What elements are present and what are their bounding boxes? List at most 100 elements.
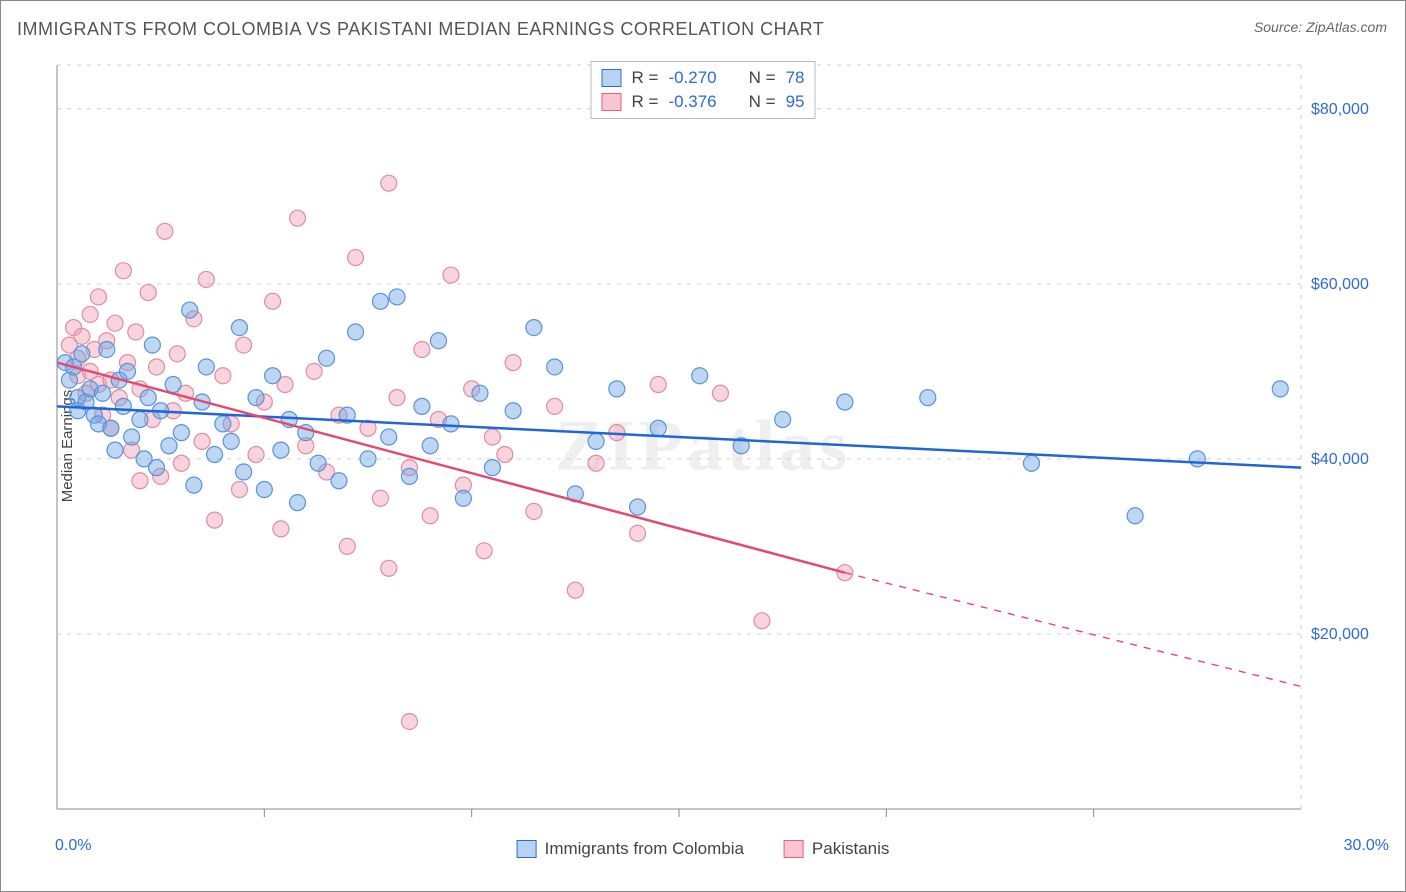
scatter-point: [223, 433, 239, 449]
n-label: N =: [749, 92, 776, 112]
scatter-point: [389, 289, 405, 305]
scatter-point: [484, 429, 500, 445]
r-label: R =: [632, 92, 659, 112]
scatter-point: [128, 324, 144, 340]
scatter-point: [95, 385, 111, 401]
scatter-point: [712, 385, 728, 401]
legend-row-pakistani: R = -0.376 N = 95: [602, 90, 805, 114]
scatter-point: [372, 490, 388, 506]
scatter-point: [132, 473, 148, 489]
scatter-point: [306, 363, 322, 379]
scatter-point: [248, 390, 264, 406]
scatter-point: [82, 306, 98, 322]
scatter-point: [198, 271, 214, 287]
svg-text:$40,000: $40,000: [1311, 451, 1369, 468]
scatter-point: [348, 324, 364, 340]
scatter-point: [401, 713, 417, 729]
x-axis-max-label: 30.0%: [1344, 837, 1389, 855]
scatter-point: [630, 525, 646, 541]
scatter-point: [567, 582, 583, 598]
scatter-point: [372, 293, 388, 309]
correlation-legend: R = -0.270 N = 78 R = -0.376 N = 95: [591, 61, 816, 119]
scatter-point: [443, 416, 459, 432]
scatter-point: [173, 455, 189, 471]
scatter-point: [115, 398, 131, 414]
scatter-point: [207, 512, 223, 528]
scatter-point: [140, 390, 156, 406]
scatter-point: [74, 346, 90, 362]
scatter-point: [1023, 455, 1039, 471]
series-legend: Immigrants from Colombia Pakistanis: [517, 839, 890, 859]
scatter-point: [107, 442, 123, 458]
scatter-point: [775, 411, 791, 427]
scatter-point: [414, 341, 430, 357]
scatter-point: [692, 368, 708, 384]
scatter-point: [149, 359, 165, 375]
scatter-point: [256, 482, 272, 498]
svg-text:$20,000: $20,000: [1311, 626, 1369, 643]
scatter-point: [319, 350, 335, 366]
scatter-point: [194, 433, 210, 449]
scatter-point: [157, 223, 173, 239]
scatter-point: [265, 368, 281, 384]
scatter-point: [754, 613, 770, 629]
scatter-point: [74, 328, 90, 344]
scatter-svg: $20,000$40,000$60,000$80,000: [51, 59, 1391, 829]
scatter-point: [476, 543, 492, 559]
chart-title: IMMIGRANTS FROM COLOMBIA VS PAKISTANI ME…: [17, 19, 824, 40]
scatter-point: [99, 341, 115, 357]
scatter-point: [472, 385, 488, 401]
scatter-point: [144, 337, 160, 353]
scatter-point: [381, 429, 397, 445]
scatter-point: [505, 403, 521, 419]
scatter-point: [455, 490, 471, 506]
scatter-point: [339, 538, 355, 554]
scatter-point: [236, 337, 252, 353]
scatter-point: [837, 394, 853, 410]
legend-item-colombia: Immigrants from Colombia: [517, 839, 744, 859]
scatter-point: [149, 460, 165, 476]
scatter-point: [381, 560, 397, 576]
scatter-point: [414, 398, 430, 414]
trend-line-pakistani-dash: [845, 573, 1301, 687]
swatch-pakistani: [602, 93, 622, 111]
scatter-point: [484, 460, 500, 476]
scatter-point: [443, 267, 459, 283]
legend-row-colombia: R = -0.270 N = 78: [602, 66, 805, 90]
scatter-point: [331, 473, 347, 489]
chart-container: IMMIGRANTS FROM COLOMBIA VS PAKISTANI ME…: [0, 0, 1406, 892]
svg-text:$60,000: $60,000: [1311, 276, 1369, 293]
scatter-point: [588, 433, 604, 449]
scatter-point: [430, 333, 446, 349]
scatter-point: [290, 495, 306, 511]
n-value-colombia: 78: [786, 68, 805, 88]
scatter-point: [231, 482, 247, 498]
n-label: N =: [749, 68, 776, 88]
scatter-point: [107, 315, 123, 331]
x-axis-min-label: 0.0%: [55, 837, 91, 855]
scatter-point: [273, 442, 289, 458]
scatter-point: [360, 451, 376, 467]
scatter-point: [119, 363, 135, 379]
scatter-point: [1272, 381, 1288, 397]
scatter-point: [609, 381, 625, 397]
scatter-point: [526, 503, 542, 519]
scatter-point: [630, 499, 646, 515]
scatter-point: [103, 420, 119, 436]
scatter-point: [124, 429, 140, 445]
scatter-point: [497, 447, 513, 463]
scatter-point: [526, 320, 542, 336]
scatter-point: [165, 376, 181, 392]
scatter-point: [505, 355, 521, 371]
scatter-point: [169, 346, 185, 362]
scatter-point: [161, 438, 177, 454]
scatter-point: [231, 320, 247, 336]
scatter-point: [588, 455, 604, 471]
scatter-point: [207, 447, 223, 463]
scatter-point: [248, 447, 264, 463]
swatch-colombia-icon: [517, 840, 537, 858]
scatter-point: [650, 376, 666, 392]
scatter-point: [198, 359, 214, 375]
scatter-point: [173, 425, 189, 441]
scatter-point: [422, 508, 438, 524]
